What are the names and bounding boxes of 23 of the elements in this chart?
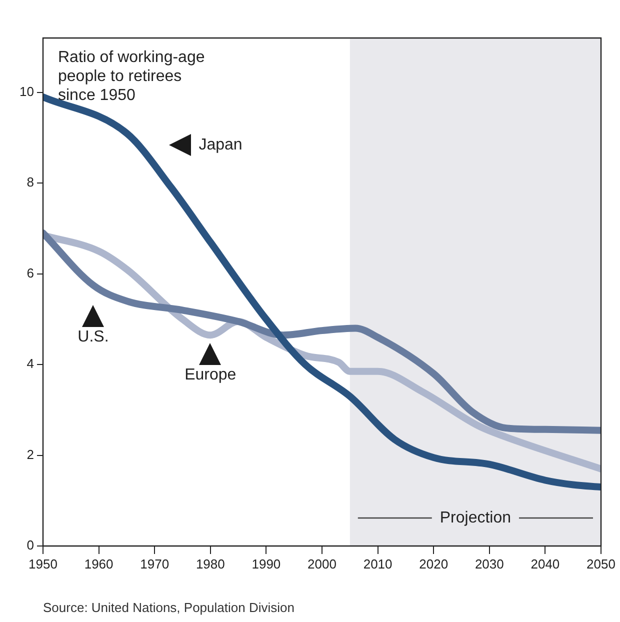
x-tick-label: 2040 xyxy=(530,556,560,572)
x-tick-label: 1990 xyxy=(252,556,281,572)
x-tick-label: 2050 xyxy=(586,556,616,572)
x-tick-label: 2000 xyxy=(308,556,336,572)
x-tick-label: 2030 xyxy=(474,556,504,572)
x-tick-label: 2010 xyxy=(363,556,392,572)
band-label: Projection xyxy=(440,509,512,526)
y-tick-label: 4 xyxy=(26,356,34,372)
text: Japan xyxy=(198,136,242,154)
y-tick-label: 0 xyxy=(26,538,34,553)
source-note: Source: United Nations, Population Division xyxy=(43,600,294,615)
y-tick-label: 8 xyxy=(26,174,34,190)
text: Europe xyxy=(184,366,236,384)
y-tick-label: 6 xyxy=(26,265,34,280)
x-tick-label: 1950 xyxy=(28,556,58,572)
series-label: U.S. xyxy=(78,328,109,346)
x-tick-label: 1980 xyxy=(196,556,225,572)
text: Ratio of working-age people to retirees since 1950 xyxy=(58,48,206,105)
y-tick-label: 2 xyxy=(26,446,34,462)
x-tick-label: 1970 xyxy=(140,556,170,572)
x-tick-label: 1960 xyxy=(84,556,114,572)
x-tick-label: 2020 xyxy=(419,556,448,572)
y-tick-label: 10 xyxy=(20,84,34,100)
